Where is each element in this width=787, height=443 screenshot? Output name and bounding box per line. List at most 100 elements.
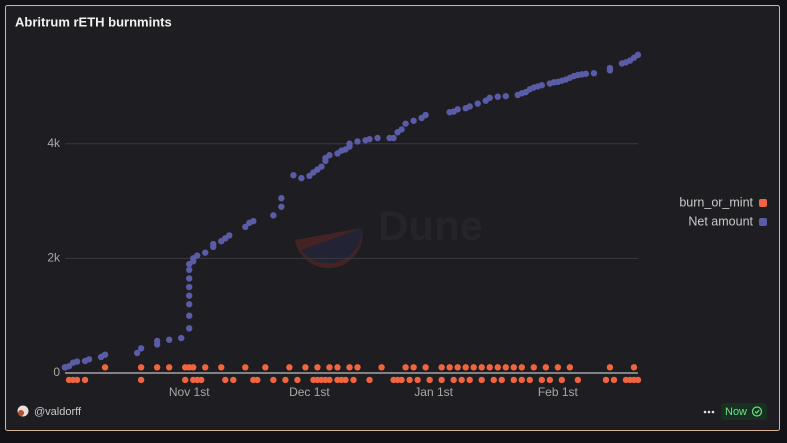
- point: [202, 249, 209, 256]
- point: [390, 134, 397, 142]
- point: [298, 174, 305, 182]
- point: [454, 106, 461, 113]
- y-tick-label: 4k: [47, 136, 61, 150]
- point: [398, 126, 405, 133]
- point: [406, 376, 413, 384]
- point: [202, 364, 209, 371]
- y-tick-label: 0: [53, 365, 60, 379]
- point: [318, 163, 325, 170]
- point: [186, 275, 193, 282]
- plot: 0 2k 4k Nov 1st Dec 1st Jan 1st Feb 1st: [47, 51, 642, 399]
- point: [590, 70, 598, 77]
- point: [438, 364, 445, 371]
- point: [366, 135, 373, 143]
- legend-label: burn_or_mint: [679, 195, 753, 209]
- point: [422, 364, 429, 371]
- point: [502, 92, 509, 100]
- watermark-logo-bottom: [301, 228, 363, 264]
- point: [278, 194, 285, 202]
- point: [346, 364, 353, 371]
- point: [334, 364, 341, 371]
- point: [73, 358, 81, 365]
- point: [494, 93, 501, 100]
- point: [186, 266, 193, 274]
- point: [554, 364, 562, 371]
- point: [630, 364, 638, 371]
- point: [374, 134, 381, 142]
- point: [474, 100, 481, 107]
- point: [210, 240, 217, 248]
- point: [342, 376, 349, 384]
- point: [85, 356, 93, 363]
- point: [73, 376, 81, 384]
- point: [354, 138, 361, 145]
- point: [606, 64, 614, 72]
- point: [194, 252, 201, 259]
- point: [458, 376, 465, 384]
- legend-label: Net amount: [688, 214, 753, 228]
- point: [137, 345, 145, 352]
- point: [101, 364, 109, 371]
- point: [366, 376, 373, 384]
- status-check: [754, 409, 760, 414]
- point: [510, 376, 517, 384]
- point: [186, 301, 193, 308]
- point: [290, 172, 297, 179]
- point: [602, 376, 610, 384]
- avatar-mark: [18, 410, 24, 416]
- point: [502, 364, 509, 371]
- x-tick-label: Nov 1st: [169, 385, 210, 399]
- point: [470, 364, 477, 371]
- point: [326, 364, 333, 371]
- dot: [711, 410, 715, 414]
- point: [526, 376, 534, 384]
- point: [326, 376, 333, 384]
- point: [81, 376, 89, 384]
- point: [538, 82, 546, 89]
- point: [494, 364, 501, 371]
- point: [538, 376, 546, 384]
- point: [486, 94, 493, 102]
- point: [186, 312, 193, 319]
- point: [426, 376, 433, 384]
- point: [402, 120, 409, 127]
- point: [402, 364, 409, 371]
- point: [606, 364, 614, 371]
- x-tick-label: Dec 1st: [289, 385, 330, 399]
- point: [518, 376, 525, 384]
- point: [530, 364, 538, 371]
- point: [314, 364, 321, 371]
- point: [230, 376, 237, 384]
- point: [574, 376, 582, 384]
- point: [610, 376, 618, 384]
- point: [278, 203, 285, 210]
- point: [254, 376, 261, 384]
- point: [186, 292, 193, 299]
- point: [542, 364, 550, 371]
- point: [282, 376, 289, 384]
- more-menu[interactable]: [703, 410, 715, 414]
- point: [446, 364, 453, 371]
- point: [153, 337, 161, 345]
- watermark-text: Dune: [378, 202, 483, 249]
- y-tick-label: 2k: [47, 251, 61, 265]
- point: [182, 376, 189, 384]
- point: [410, 364, 417, 371]
- point: [410, 117, 417, 124]
- point: [414, 376, 421, 384]
- point: [133, 349, 141, 357]
- point: [454, 364, 461, 371]
- point: [546, 376, 554, 384]
- point: [178, 334, 185, 342]
- status-text: Now: [725, 406, 747, 418]
- point: [186, 325, 193, 332]
- dot: [703, 410, 707, 414]
- legend-swatch: [759, 199, 767, 207]
- point: [226, 232, 233, 239]
- point: [326, 151, 333, 159]
- chart-title: Abritrum rETH burnmints: [15, 14, 172, 29]
- point: [137, 364, 145, 371]
- point: [354, 364, 361, 371]
- author[interactable]: @valdorff: [34, 406, 82, 418]
